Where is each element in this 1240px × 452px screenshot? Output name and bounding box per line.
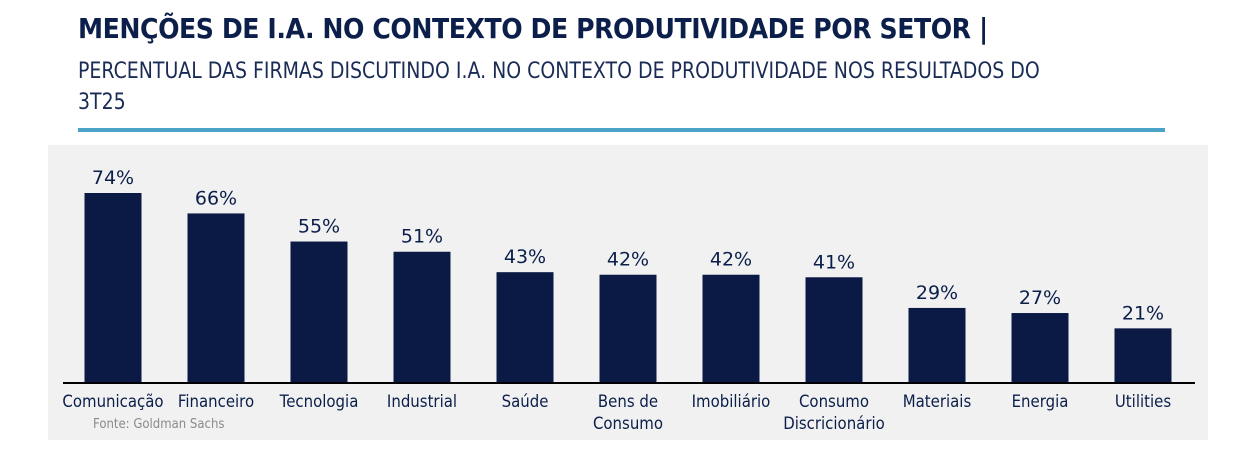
category-label-6: Imobiliário <box>692 391 771 411</box>
category-label-line: Tecnologia <box>279 391 359 411</box>
category-label-7: Consumo Discricionário <box>783 391 885 433</box>
data-label-3: 51% <box>401 226 443 248</box>
category-label-2: Tecnologia <box>279 391 359 411</box>
category-label-line: Saúde <box>502 391 549 411</box>
bar-1 <box>187 213 245 382</box>
category-label-4: Saúde <box>502 391 549 411</box>
category-label-1: Financeiro <box>178 391 254 411</box>
category-label-3: Industrial <box>387 391 457 411</box>
data-label-6: 42% <box>710 249 752 271</box>
bar-10 <box>1114 328 1172 382</box>
bar-7 <box>805 277 863 382</box>
category-label-line: Financeiro <box>178 391 254 411</box>
data-label-9: 27% <box>1019 287 1061 309</box>
bar-8 <box>908 307 966 382</box>
data-label-8: 29% <box>916 282 958 304</box>
category-label-line: Bens de <box>598 391 658 411</box>
category-label-10: Utilities <box>1115 391 1171 411</box>
bar-0 <box>84 193 142 382</box>
category-label-line: Industrial <box>387 391 457 411</box>
category-label-8: Materiais <box>903 391 972 411</box>
category-label-line: Imobiliário <box>692 391 771 411</box>
category-label-line: Consumo <box>593 413 663 433</box>
data-label-5: 42% <box>607 249 649 271</box>
category-label-line: Discricionário <box>783 413 885 433</box>
data-label-1: 66% <box>195 187 237 209</box>
chart-title: MENÇÕES DE I.A. NO CONTEXTO DE PRODUTIVI… <box>78 12 988 45</box>
data-label-7: 41% <box>813 251 855 273</box>
bar-3 <box>393 251 451 382</box>
bar-6 <box>702 274 760 382</box>
category-label-line: Comunicação <box>62 391 163 411</box>
bar-4 <box>496 272 554 382</box>
category-label-9: Energia <box>1012 391 1069 411</box>
category-label-0: Comunicação <box>62 391 163 411</box>
data-label-10: 21% <box>1122 302 1164 324</box>
category-label-line: Consumo <box>799 391 869 411</box>
category-label-line: Utilities <box>1115 391 1171 411</box>
category-label-5: Bens de Consumo <box>593 391 663 433</box>
chart-subtitle: PERCENTUAL DAS FIRMAS DISCUTINDO I.A. NO… <box>78 59 1040 115</box>
accent-divider <box>78 128 1165 132</box>
bar-9 <box>1011 313 1069 382</box>
bar-2 <box>290 241 348 382</box>
source-note: Fonte: Goldman Sachs <box>93 417 225 432</box>
category-label-line: Energia <box>1012 391 1069 411</box>
bar-5 <box>599 274 657 382</box>
data-label-4: 43% <box>504 246 546 268</box>
category-label-line: Materiais <box>903 391 972 411</box>
data-label-0: 74% <box>92 167 134 189</box>
data-label-2: 55% <box>298 216 340 238</box>
